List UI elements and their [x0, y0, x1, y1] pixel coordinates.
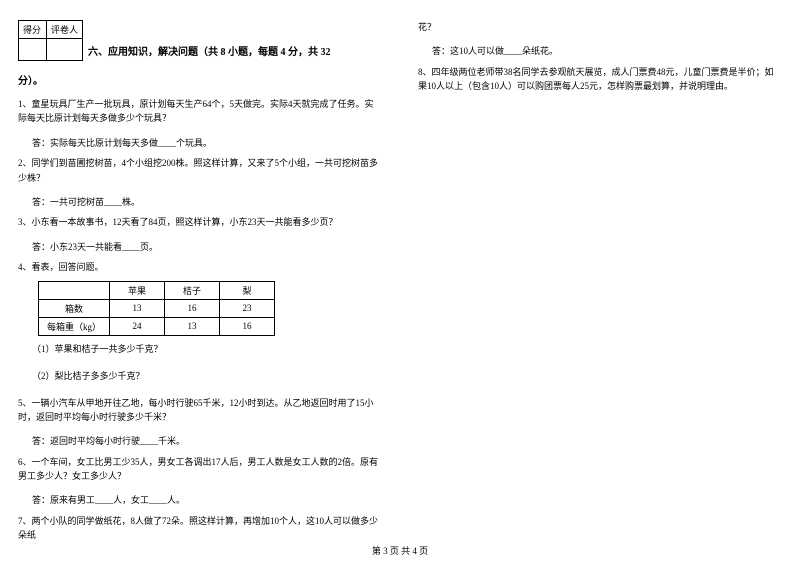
- question-7: 7、两个小队的同学做纸花，8人做了72朵。照这样计算，再增加10个人，这10人可…: [18, 514, 382, 543]
- score-label: 得分: [19, 21, 47, 39]
- grader-blank: [47, 39, 83, 61]
- grader-label: 评卷人: [47, 21, 83, 39]
- q4-sub2: （2）梨比桔子多多少千克？: [32, 369, 382, 382]
- question-7-cont: 花？: [418, 20, 782, 34]
- answer-5: 答：返回时平均每小时行驶____千米。: [32, 434, 382, 448]
- answer-2: 答：一共可挖树苗____株。: [32, 195, 382, 209]
- question-3: 3、小东看一本故事书，12天看了84页，照这样计算，小东23天一共能看多少页？: [18, 215, 382, 229]
- question-5: 5、一辆小汽车从甲地开往乙地，每小时行驶65千米，12小时到达。从乙地返回时用了…: [18, 396, 382, 425]
- section-title: 六、应用知识，解决问题（共 8 小题，每题 4 分，共 32: [88, 43, 382, 58]
- q4-h0: [39, 281, 110, 299]
- question-1: 1、童星玩具厂生产一批玩具，原计划每天生产64个，5天做完。实际4天就完成了任务…: [18, 97, 382, 126]
- q4-sub1: （1）苹果和桔子一共多少千克？: [32, 342, 382, 355]
- q4-table: 苹果 桔子 梨 箱数 13 16 23 每箱重（kg） 24 13 16: [38, 281, 275, 336]
- answer-1: 答：实际每天比原计划每天多做____个玩具。: [32, 136, 382, 150]
- page-footer: 第 3 页 共 4 页: [0, 544, 800, 557]
- q4-r0c3: 23: [220, 299, 275, 317]
- q4-r1c2: 13: [165, 317, 220, 335]
- q4-r0c0: 箱数: [39, 299, 110, 317]
- q4-r1c3: 16: [220, 317, 275, 335]
- question-2: 2、同学们到苗圃挖树苗，4个小组挖200株。照这样计算，又来了5个小组，一共可挖…: [18, 156, 382, 185]
- q4-r0c2: 16: [165, 299, 220, 317]
- answer-6: 答：原来有男工____人，女工____人。: [32, 493, 382, 507]
- q4-r1c0: 每箱重（kg）: [39, 317, 110, 335]
- answer-3: 答：小东23天一共能看____页。: [32, 240, 382, 254]
- question-8: 8、四年级两位老师带38名同学去参观航天展览，成人门票费48元，儿童门票费是半价…: [418, 65, 782, 94]
- section-points-suffix: 分）。: [18, 72, 382, 87]
- q4-r1c1: 24: [110, 317, 165, 335]
- answer-7: 答：这10人可以做____朵纸花。: [432, 44, 782, 58]
- question-4: 4、看表，回答问题。: [18, 260, 382, 274]
- score-blank: [19, 39, 47, 61]
- q4-r0c1: 13: [110, 299, 165, 317]
- q4-h1: 苹果: [110, 281, 165, 299]
- question-6: 6、一个车间，女工比男工少35人，男女工各调出17人后，男工人数是女工人数的2倍…: [18, 455, 382, 484]
- q4-h3: 梨: [220, 281, 275, 299]
- q4-h2: 桔子: [165, 281, 220, 299]
